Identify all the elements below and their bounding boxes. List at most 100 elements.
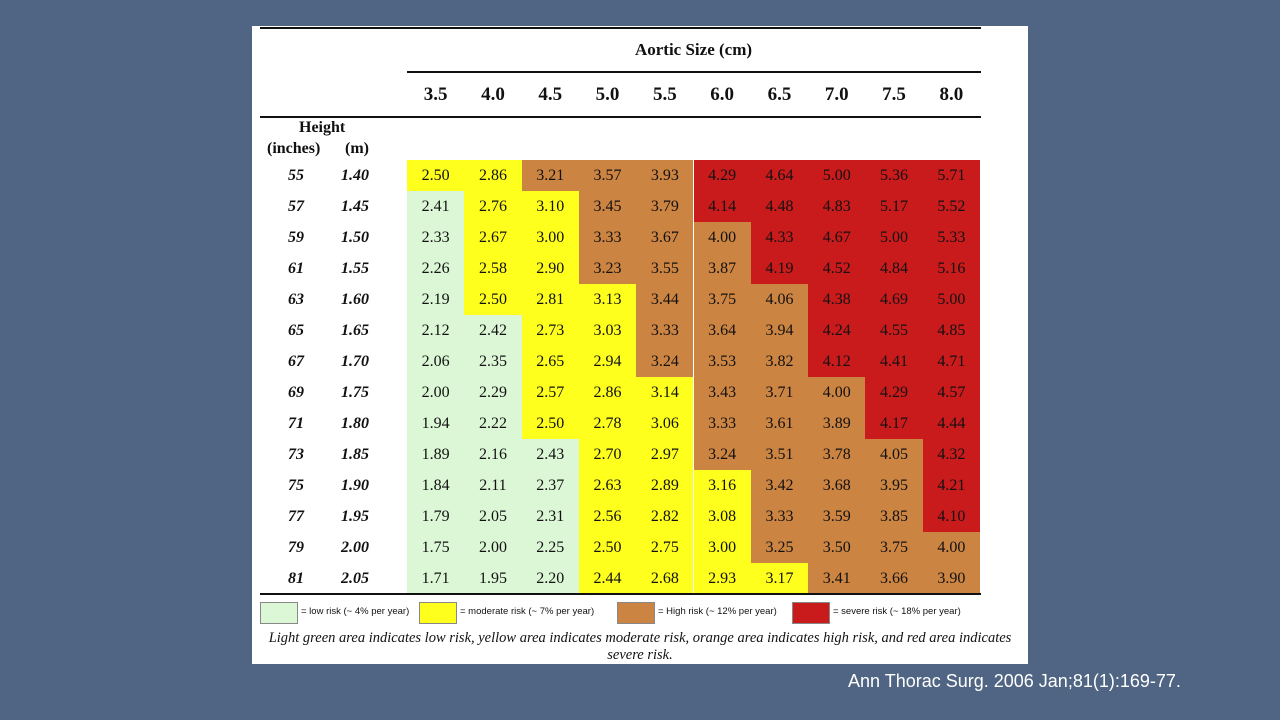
risk-cell: 3.95 — [865, 470, 923, 501]
risk-cell: 4.69 — [865, 284, 923, 315]
risk-cell: 3.17 — [750, 563, 809, 594]
risk-cell: 4.41 — [865, 346, 923, 377]
column-header: 6.5 — [767, 84, 792, 105]
risk-cell: 4.64 — [750, 160, 809, 191]
risk-cell: 3.33 — [636, 315, 694, 346]
risk-cell: 4.55 — [865, 315, 923, 346]
risk-cell: 2.29 — [464, 377, 522, 408]
risk-cell: 2.50 — [578, 532, 637, 563]
risk-cell: 2.16 — [464, 439, 522, 470]
legend-swatch — [260, 602, 298, 624]
row-height-inches: 65 — [288, 322, 304, 339]
risk-cell: 2.50 — [464, 284, 522, 315]
risk-cell: 2.76 — [464, 191, 522, 222]
risk-cell: 2.82 — [636, 501, 694, 532]
risk-cell: 3.75 — [865, 532, 923, 563]
risk-cell: 2.73 — [521, 315, 579, 346]
aortic-size-title: Aortic Size (cm) — [634, 40, 753, 59]
risk-cell: 4.05 — [865, 439, 923, 470]
risk-cell: 2.22 — [464, 408, 522, 439]
header-rule — [260, 116, 981, 118]
risk-cell: 4.17 — [865, 408, 923, 439]
risk-cell: 3.42 — [750, 470, 809, 501]
risk-cell: 1.84 — [407, 470, 465, 501]
risk-cell: 4.48 — [750, 191, 809, 222]
risk-cell: 3.33 — [750, 501, 809, 532]
risk-cell: 4.29 — [693, 160, 751, 191]
risk-cell: 2.63 — [578, 470, 637, 501]
risk-cell: 2.81 — [521, 284, 579, 315]
legend-swatch — [419, 602, 457, 624]
risk-cell: 4.10 — [922, 501, 980, 532]
risk-cell: 2.70 — [578, 439, 637, 470]
risk-cell: 4.44 — [922, 408, 980, 439]
column-header: 7.5 — [882, 84, 906, 105]
column-header: 6.0 — [710, 84, 735, 105]
risk-cell: 4.38 — [808, 284, 866, 315]
risk-cell: 3.55 — [636, 253, 694, 284]
risk-cell: 4.24 — [808, 315, 866, 346]
risk-cell: 3.14 — [636, 377, 694, 408]
row-height-inches: 79 — [288, 539, 304, 556]
risk-cell: 3.00 — [693, 532, 751, 563]
risk-cell: 4.57 — [922, 377, 980, 408]
risk-cell: 3.33 — [578, 222, 637, 253]
risk-cell: 4.85 — [922, 315, 980, 346]
risk-cell: 3.21 — [521, 160, 579, 191]
risk-cell: 2.42 — [464, 315, 522, 346]
risk-cell: 2.44 — [578, 563, 637, 594]
risk-cell: 3.82 — [750, 346, 809, 377]
risk-cell: 4.84 — [865, 253, 923, 284]
column-header: 5.0 — [595, 84, 620, 105]
risk-cell: 3.94 — [750, 315, 809, 346]
risk-cell: 3.25 — [750, 532, 809, 563]
risk-cell: 4.19 — [750, 253, 809, 284]
risk-cell: 5.36 — [865, 160, 923, 191]
risk-cell: 2.35 — [464, 346, 522, 377]
risk-cell: 1.75 — [407, 532, 465, 563]
row-height-m: 2.05 — [341, 570, 369, 587]
row-height-inches: 61 — [288, 260, 304, 277]
row-height-m: 1.80 — [341, 415, 369, 432]
risk-cell: 2.05 — [464, 501, 522, 532]
row-height-inches: 69 — [288, 384, 304, 401]
risk-cell: 2.94 — [578, 346, 637, 377]
risk-cell: 3.10 — [521, 191, 579, 222]
legend-label: = moderate risk (~ 7% per year) — [460, 606, 595, 617]
column-header: 4.5 — [538, 84, 563, 105]
row-height-m: 1.55 — [341, 260, 369, 277]
risk-cell: 3.24 — [636, 346, 694, 377]
risk-cell: 2.25 — [521, 532, 579, 563]
risk-cell: 2.06 — [407, 346, 465, 377]
risk-cell: 3.66 — [865, 563, 923, 594]
risk-cell: 5.00 — [865, 222, 923, 253]
bottom-rule — [260, 593, 981, 595]
row-height-inches: 67 — [288, 353, 304, 370]
risk-cell: 3.00 — [521, 222, 579, 253]
risk-cell: 3.03 — [578, 315, 637, 346]
risk-cell: 3.61 — [750, 408, 809, 439]
risk-cell: 4.32 — [922, 439, 980, 470]
column-header: 8.0 — [939, 84, 964, 105]
row-height-m: 1.85 — [341, 446, 369, 463]
risk-cell: 5.33 — [922, 222, 980, 253]
risk-cell: 2.93 — [693, 563, 751, 594]
risk-cell: 2.90 — [521, 253, 579, 284]
risk-cell: 4.52 — [808, 253, 866, 284]
risk-cell: 2.33 — [407, 222, 465, 253]
risk-cell: 5.16 — [922, 253, 980, 284]
risk-cell: 3.16 — [693, 470, 751, 501]
risk-cell: 3.44 — [636, 284, 694, 315]
risk-cell: 2.00 — [464, 532, 522, 563]
risk-cell: 3.78 — [808, 439, 866, 470]
risk-cell: 4.00 — [922, 532, 980, 563]
inches-label: (inches) — [267, 140, 321, 157]
row-height-inches: 63 — [288, 291, 304, 308]
row-height-m: 1.75 — [341, 384, 369, 401]
risk-cell: 2.57 — [521, 377, 579, 408]
risk-cell: 3.68 — [808, 470, 866, 501]
risk-cell: 4.83 — [808, 191, 866, 222]
row-height-inches: 71 — [288, 415, 304, 432]
risk-cell: 1.71 — [407, 563, 465, 594]
risk-cell: 5.00 — [808, 160, 866, 191]
